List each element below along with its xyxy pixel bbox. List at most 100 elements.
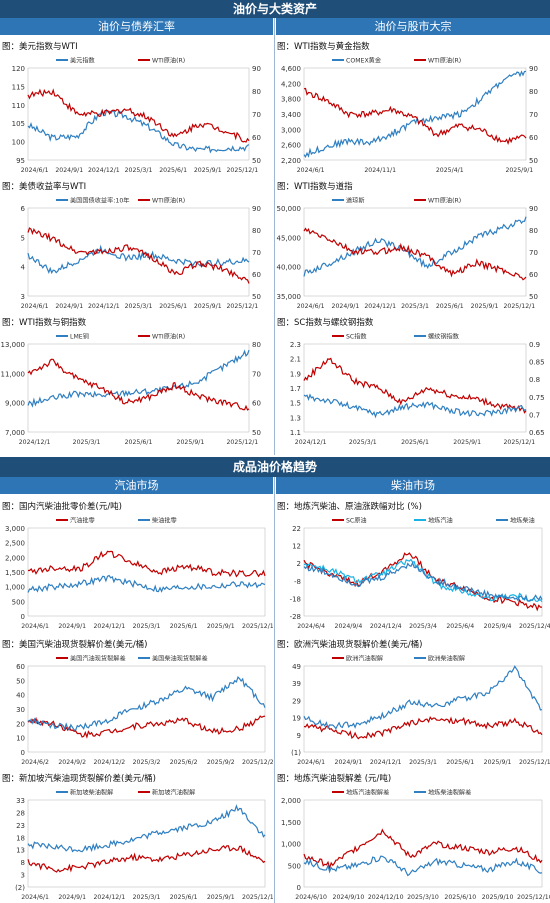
legend-label: 欧洲柴油裂解 xyxy=(428,655,465,663)
y-tick-label: 4,200 xyxy=(281,80,301,88)
y-right-tick-label: 50 xyxy=(529,293,538,301)
x-tick-label: 2025/3/4 xyxy=(409,623,437,630)
legend-label: WTI原油(R) xyxy=(428,57,461,65)
chart-sc-rebar: 1.1 1.3 1.5 1.7 1.9 2.1 2.3 0.65 0.7 0.75 0.8 0.85 0… xyxy=(290,333,545,447)
y-tick-label: (1) xyxy=(291,749,301,757)
series-line xyxy=(28,550,266,578)
x-tick-label: 2025/3/1 xyxy=(409,759,437,766)
chart-us-crack-spread: 0 10 20 30 40 50 60 2024/6/2 2024/9/2 2024/12/2 20… xyxy=(16,655,273,767)
series-line xyxy=(27,715,266,739)
series-line xyxy=(303,357,527,414)
plot-area xyxy=(27,799,266,888)
y-tick-label: 1.3 xyxy=(290,414,301,422)
plot-area xyxy=(27,665,266,753)
chart-title: 图：WTI指数与道指 xyxy=(277,182,353,192)
y-tick-label: 10 xyxy=(16,735,25,743)
y-tick-label: 115 xyxy=(12,83,25,91)
chart-title: 图：美国汽柴油现货裂解价差(美元/桶) xyxy=(2,640,148,650)
y-tick-label: 4,600 xyxy=(281,65,301,73)
x-tick-label: 2025/3/1 xyxy=(401,303,429,310)
x-tick-label: 2024/6/1 xyxy=(297,303,325,310)
x-tick-label: 2024/9/1 xyxy=(332,303,360,310)
divider xyxy=(274,18,275,455)
y-tick-label: 100 xyxy=(12,139,25,147)
y-tick-label: 7,000 xyxy=(5,429,25,437)
series-line xyxy=(303,558,543,603)
subheader-left: 汽油市场 xyxy=(0,477,273,494)
x-tick-label: 2024/12/1 xyxy=(94,894,126,901)
x-tick-label: 2025/3/1 xyxy=(133,894,161,901)
y-right-tick-label: 90 xyxy=(529,65,538,73)
y-tick-label: 3,000 xyxy=(5,525,25,533)
x-tick-label: 2024/12/1 xyxy=(88,167,120,174)
x-tick-label: 2024/9/2 xyxy=(58,759,86,766)
y-right-tick-label: 60 xyxy=(252,400,261,408)
chart-wti-copper: 7,000 9,000 11,000 13,000 50 60 70 80 2024/12/1 2… xyxy=(1,333,261,447)
series-line xyxy=(303,828,543,870)
legend-label: WTI原油(R) xyxy=(152,57,185,65)
y-tick-label: 95 xyxy=(16,157,25,165)
x-tick-label: 2025/6/1 xyxy=(170,623,198,630)
series-line xyxy=(303,855,543,877)
chart-title: 图：美元指数与WTI xyxy=(2,42,78,52)
y-tick-label: 13 xyxy=(16,847,25,855)
y-tick-label: 23 xyxy=(16,822,25,830)
series-line xyxy=(303,70,527,159)
legend-label: 新加坡汽油裂解 xyxy=(152,789,195,797)
plot-area xyxy=(27,207,250,297)
chart-usd-index-wti: 95 100 105 110 115 120 50 60 70 80 90 2024/6/1 2024/… xyxy=(12,57,261,175)
y-tick-label: 3 xyxy=(21,872,25,880)
x-tick-label: 2025/6/1 xyxy=(170,894,198,901)
y-tick-label: 11,000 xyxy=(1,370,26,378)
x-tick-label: 2024/6/10 xyxy=(295,894,327,901)
legend-label: 美国汽油现货裂解差 xyxy=(70,655,126,663)
series-line xyxy=(303,87,527,145)
y-tick-label: 2 xyxy=(297,560,301,568)
series-line xyxy=(27,227,250,284)
x-tick-label: 2024/12/1 xyxy=(364,303,396,310)
series-line xyxy=(27,108,250,154)
y-right-tick-label: 0.65 xyxy=(529,429,545,437)
y-tick-label: 3 xyxy=(21,293,25,301)
x-tick-label: 2025/9/1 xyxy=(194,167,222,174)
y-right-tick-label: 70 xyxy=(529,111,538,119)
y-tick-label: 2.1 xyxy=(290,356,301,364)
chart-europe-crack-spread: (1) 9 19 29 39 49 2024/6/1 2024/9/1 2024/12/1 202… xyxy=(291,655,550,767)
y-right-tick-label: 60 xyxy=(252,271,261,279)
x-tick-label: 2025/3/1 xyxy=(125,167,153,174)
series-line xyxy=(27,574,266,593)
chart-title: 图：SC指数与螺纹钢指数 xyxy=(277,318,374,328)
legend-label: 欧洲汽油裂解 xyxy=(346,655,383,663)
legend-label: 美元指数 xyxy=(70,57,96,65)
x-tick-label: 2024/6/1 xyxy=(297,759,325,766)
y-tick-label: 3,000 xyxy=(281,126,301,134)
y-tick-label: 45,000 xyxy=(277,234,302,242)
series-line xyxy=(27,88,250,143)
legend-label: LME铜 xyxy=(70,333,89,341)
y-tick-label: 1,000 xyxy=(281,841,301,849)
chart-title: 图：新加坡汽柴油现货裂解价差(美元/桶) xyxy=(2,774,156,784)
series-line xyxy=(27,804,266,853)
legend-label: 道琼斯 xyxy=(346,197,365,205)
legend-label: WTI原油(R) xyxy=(428,197,461,205)
y-right-tick-label: 50 xyxy=(529,157,538,165)
x-tick-label: 2025/12/1 xyxy=(242,623,273,630)
series-line xyxy=(303,216,527,277)
x-tick-label: 2025/6/1 xyxy=(436,303,464,310)
plot-area xyxy=(303,207,527,297)
plot-area xyxy=(27,527,266,617)
x-tick-label: 2025/9/2 xyxy=(207,759,235,766)
chart-singapore-crack-spread: (2) 3 8 13 18 23 28 33 2024/6/1 2024/9/1 2024/12/1… xyxy=(15,789,273,902)
y-tick-label: 3,800 xyxy=(281,96,301,104)
plot-area xyxy=(303,799,543,888)
y-tick-label: 1.9 xyxy=(290,370,301,378)
x-tick-label: 2025/9/1 xyxy=(505,167,533,174)
x-tick-label: 2024/6/1 xyxy=(21,167,49,174)
y-tick-label: 105 xyxy=(12,120,25,128)
x-tick-label: 2025/9/4 xyxy=(484,623,512,630)
x-tick-label: 2024/6/4 xyxy=(297,623,325,630)
x-tick-label: 2025/9/1 xyxy=(471,303,499,310)
x-tick-label: 2024/9/1 xyxy=(55,167,83,174)
y-right-tick-label: 80 xyxy=(252,227,261,235)
